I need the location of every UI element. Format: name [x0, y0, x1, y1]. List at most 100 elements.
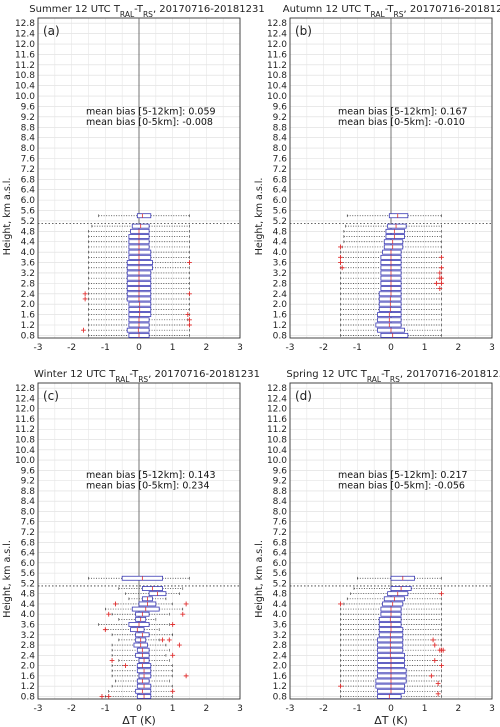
y-tick-label: 8.8 — [273, 487, 288, 497]
y-tick-label: 6.0 — [21, 559, 36, 569]
chart-panel-c: 0.81.21.62.02.42.83.23.64.04.44.85.25.66… — [2, 369, 260, 727]
box — [126, 265, 153, 271]
title-sub2: RS — [138, 375, 148, 384]
box — [136, 647, 150, 653]
outlier-marker — [102, 627, 108, 633]
x-tick-label: 1 — [422, 704, 428, 714]
y-tick-label: 1.2 — [21, 682, 35, 692]
outlier-marker — [82, 291, 88, 297]
y-tick-label: 1.6 — [21, 672, 36, 682]
title-prefix: Autumn 12 UTC T — [283, 4, 372, 15]
outlier-marker — [170, 688, 176, 694]
y-tick-label: 0.8 — [21, 692, 36, 702]
title-suffix: , 20170716-20181231 — [153, 4, 265, 15]
title-sep: -T — [385, 4, 395, 15]
outlier-marker — [81, 327, 86, 333]
panel-tag: (d) — [295, 389, 312, 403]
chart-panel-d: 0.81.21.62.02.42.83.23.64.04.44.85.25.66… — [254, 369, 500, 727]
y-tick-label: 4.0 — [273, 610, 288, 620]
box — [375, 322, 402, 328]
title-suffix: , 20170716-20181231 — [400, 369, 500, 380]
y-tick-label: 8.8 — [21, 123, 36, 133]
outlier-marker — [166, 637, 172, 643]
box — [388, 213, 409, 219]
title-sep: -T — [381, 369, 391, 380]
y-tick-label: 11.6 — [267, 415, 287, 425]
x-tick-label: -2 — [319, 704, 328, 714]
box — [135, 688, 152, 694]
y-tick-label: 2.8 — [273, 279, 288, 289]
y-axis-label: Height, km a.s.l. — [2, 540, 13, 618]
y-tick-label: 4.0 — [21, 248, 36, 258]
y-tick-label: 5.6 — [273, 207, 288, 217]
box — [377, 673, 407, 679]
box — [378, 291, 402, 297]
title-suffix: , 20170716-20181231 — [403, 4, 500, 15]
y-tick-label: 6.4 — [21, 186, 36, 196]
y-tick-label: 12.0 — [267, 40, 287, 50]
outlier-marker — [170, 622, 176, 627]
box — [385, 228, 405, 234]
y-tick-label: 5.2 — [273, 579, 287, 589]
y-tick-label: 4.4 — [273, 238, 288, 248]
x-tick-label: -3 — [34, 343, 43, 353]
box — [138, 673, 152, 679]
outlier-marker — [183, 673, 189, 679]
y-tick-label: 2.4 — [273, 651, 288, 661]
title-sub1: RAL — [367, 375, 382, 384]
title-prefix: Summer 12 UTC T — [29, 4, 121, 15]
x-tick-label: 3 — [237, 704, 243, 714]
x-tick-label: 1 — [170, 704, 176, 714]
y-tick-label: 2.0 — [21, 300, 36, 310]
x-tick-label: -1 — [101, 704, 110, 714]
x-tick-label: -3 — [286, 704, 295, 714]
title-sep: -T — [129, 369, 139, 380]
y-tick-label: 8.0 — [21, 144, 36, 154]
bias-annotation-lower: mean bias [0-5km]: -0.008 — [86, 117, 213, 128]
box — [385, 234, 405, 239]
bias-annotation-upper: mean bias [5-12km]: 0.143 — [86, 470, 216, 481]
box — [377, 652, 405, 658]
outlier-marker — [123, 663, 128, 669]
title-suffix: , 20170716-20181231 — [148, 369, 260, 380]
outlier-marker — [437, 286, 443, 291]
y-tick-label: 7.2 — [21, 165, 35, 175]
outlier-marker — [439, 591, 444, 597]
outlier-marker — [437, 270, 443, 276]
y-tick-label: 6.0 — [273, 196, 288, 206]
x-tick-label: -3 — [286, 343, 295, 353]
y-tick-label: 10.8 — [15, 436, 35, 446]
outlier-marker — [113, 601, 118, 607]
bias-annotation-lower: mean bias [0-5km]: -0.056 — [338, 480, 465, 491]
y-tick-label: 2.0 — [21, 662, 36, 672]
chart-title: Winter 12 UTC TRAL-TRS, 20170716-2018123… — [34, 369, 260, 384]
y-tick-label: 12.8 — [267, 19, 287, 29]
y-tick-label: 2.8 — [273, 641, 288, 651]
y-tick-label: 10.4 — [267, 446, 287, 456]
y-tick-label: 9.2 — [21, 113, 35, 123]
y-tick-label: 10.0 — [15, 92, 35, 102]
y-tick-label: 4.4 — [273, 600, 288, 610]
bias-annotation-lower: mean bias [0-5km]: -0.010 — [338, 117, 465, 128]
y-tick-label: 12.0 — [15, 40, 35, 50]
y-tick-label: 3.2 — [273, 269, 287, 279]
y-tick-label: 9.6 — [273, 466, 288, 476]
y-tick-label: 11.2 — [15, 425, 35, 435]
outlier-marker — [439, 265, 444, 271]
y-tick-label: 1.2 — [273, 321, 287, 331]
y-tick-label: 5.6 — [273, 569, 288, 579]
y-tick-label: 12.4 — [267, 30, 287, 40]
outlier-marker — [187, 260, 192, 265]
outlier-marker — [429, 673, 434, 679]
x-tick-label: 2 — [203, 704, 209, 714]
y-tick-label: 11.2 — [15, 61, 35, 71]
title-sub2: RS — [390, 375, 400, 384]
x-tick-label: -1 — [101, 343, 110, 353]
title-sub2: RS — [143, 10, 153, 19]
title-prefix: Spring 12 UTC T — [286, 369, 367, 380]
y-tick-label: 6.0 — [273, 559, 288, 569]
y-tick-label: 3.2 — [21, 269, 35, 279]
y-tick-label: 7.6 — [273, 518, 288, 528]
y-tick-label: 11.6 — [15, 415, 35, 425]
